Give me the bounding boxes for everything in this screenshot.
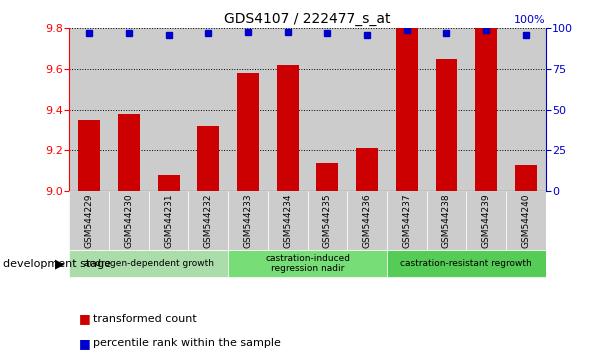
FancyBboxPatch shape <box>506 191 546 250</box>
Bar <box>515 165 537 191</box>
FancyBboxPatch shape <box>109 191 149 250</box>
FancyBboxPatch shape <box>268 191 308 250</box>
Bar <box>188 28 228 191</box>
Text: GSM544230: GSM544230 <box>124 193 133 248</box>
FancyBboxPatch shape <box>228 250 387 277</box>
FancyBboxPatch shape <box>69 250 228 277</box>
Bar <box>426 28 466 191</box>
FancyBboxPatch shape <box>426 191 466 250</box>
Bar <box>435 59 458 191</box>
Text: development stage: development stage <box>3 259 111 269</box>
Text: GSM544229: GSM544229 <box>84 193 93 247</box>
Text: GSM544240: GSM544240 <box>522 193 531 247</box>
Bar <box>356 148 378 191</box>
Bar <box>466 28 506 191</box>
Text: GSM544237: GSM544237 <box>402 193 411 248</box>
Bar <box>118 114 140 191</box>
Text: ■: ■ <box>78 337 90 350</box>
FancyBboxPatch shape <box>149 191 188 250</box>
Bar <box>237 73 259 191</box>
Text: GSM544234: GSM544234 <box>283 193 292 247</box>
Bar <box>78 120 100 191</box>
Text: GSM544239: GSM544239 <box>482 193 491 248</box>
Bar <box>197 126 219 191</box>
Text: 100%: 100% <box>514 15 546 25</box>
Text: ▶: ▶ <box>55 257 65 270</box>
Bar <box>149 28 188 191</box>
Text: GSM544236: GSM544236 <box>362 193 371 248</box>
Bar <box>506 28 546 191</box>
Bar <box>109 28 149 191</box>
Bar <box>475 28 497 191</box>
Text: GSM544238: GSM544238 <box>442 193 451 248</box>
Text: GSM544231: GSM544231 <box>164 193 173 248</box>
Bar <box>387 28 426 191</box>
Bar <box>396 28 418 191</box>
Text: GSM544233: GSM544233 <box>244 193 253 248</box>
Text: transformed count: transformed count <box>93 314 197 324</box>
FancyBboxPatch shape <box>347 191 387 250</box>
Text: ■: ■ <box>78 312 90 325</box>
FancyBboxPatch shape <box>188 191 228 250</box>
FancyBboxPatch shape <box>387 191 426 250</box>
FancyBboxPatch shape <box>387 250 546 277</box>
Bar <box>277 65 298 191</box>
FancyBboxPatch shape <box>228 191 268 250</box>
Bar <box>317 162 338 191</box>
Bar <box>268 28 308 191</box>
Bar <box>308 28 347 191</box>
Bar <box>347 28 387 191</box>
Bar <box>69 28 109 191</box>
Title: GDS4107 / 222477_s_at: GDS4107 / 222477_s_at <box>224 12 391 26</box>
Bar <box>228 28 268 191</box>
FancyBboxPatch shape <box>308 191 347 250</box>
Text: castration-induced
regression nadir: castration-induced regression nadir <box>265 254 350 273</box>
FancyBboxPatch shape <box>69 191 109 250</box>
Text: GSM544232: GSM544232 <box>204 193 213 247</box>
Bar <box>157 175 180 191</box>
Text: castration-resistant regrowth: castration-resistant regrowth <box>400 259 532 268</box>
Text: GSM544235: GSM544235 <box>323 193 332 248</box>
Text: androgen-dependent growth: androgen-dependent growth <box>84 259 213 268</box>
Text: percentile rank within the sample: percentile rank within the sample <box>93 338 282 348</box>
FancyBboxPatch shape <box>466 191 506 250</box>
